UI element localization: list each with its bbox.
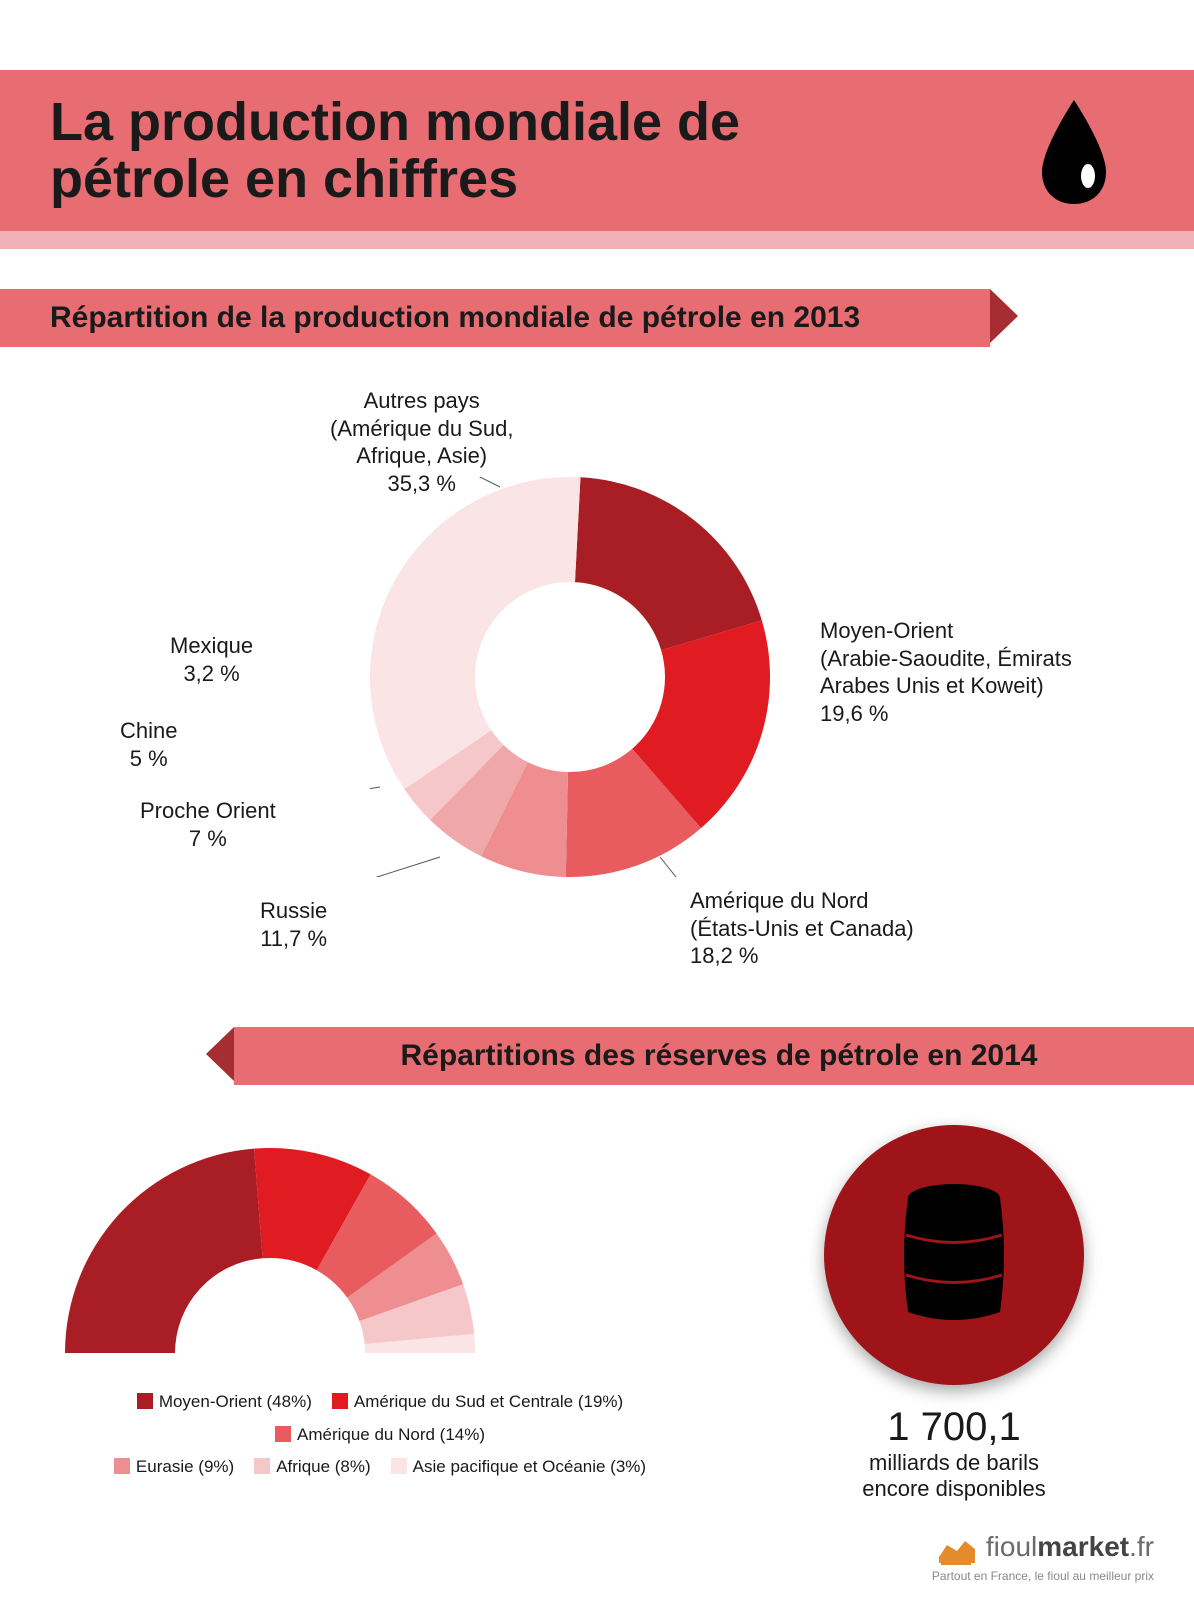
logo-tagline: Partout en France, le fioul au meilleur … [0, 1569, 1154, 1583]
legend-item-amerique_nord: Amérique du Nord (14%) [275, 1419, 485, 1451]
donut-label-autres: Autres pays(Amérique du Sud,Afrique, Asi… [330, 387, 513, 497]
legend-item-moyen_orient: Moyen-Orient (48%) [137, 1386, 312, 1418]
section-ribbon-production: Répartition de la production mondiale de… [0, 289, 990, 347]
barrel-circle [824, 1125, 1084, 1385]
section1-title: Répartition de la production mondiale de… [50, 301, 860, 334]
donut-label-proche_orient: Proche Orient7 % [140, 797, 276, 852]
logo-icon [935, 1535, 979, 1569]
reserves-legend: Moyen-Orient (48%) Amérique du Sud et Cen… [60, 1386, 700, 1483]
header-band: La production mondiale de pétrole en chi… [0, 70, 1194, 249]
donut-label-russie: Russie11,7 % [260, 897, 327, 952]
legend-item-afrique: Afrique (8%) [254, 1451, 370, 1483]
donut-label-mexique: Mexique3,2 % [170, 632, 253, 687]
barrel-caption: milliards de barils encore disponibles [774, 1450, 1134, 1501]
barrel-number: 1 700,1 [774, 1405, 1134, 1450]
donut-label-chine: Chine5 % [120, 717, 177, 772]
barrel-icon [894, 1180, 1014, 1330]
half-donut-chart [60, 1143, 480, 1363]
half-donut-block: Moyen-Orient (48%) Amérique du Sud et Cen… [60, 1143, 700, 1483]
legend-item-amerique_sud_centrale: Amérique du Sud et Centrale (19%) [332, 1386, 623, 1418]
logo-text: fioulmarket.fr [986, 1531, 1154, 1562]
barrel-stat-block: 1 700,1 milliards de barils encore dispo… [774, 1125, 1134, 1501]
page-title: La production mondiale de pétrole en chi… [50, 94, 900, 207]
footer-logo: fioulmarket.fr Partout en France, le fio… [0, 1521, 1194, 1613]
donut-chart-container: Moyen-Orient(Arabie-Saoudite, ÉmiratsAra… [0, 357, 1194, 997]
section-ribbon-reserves: Répartitions des réserves de pétrole en … [234, 1027, 1194, 1085]
donut-chart [370, 477, 770, 877]
donut-slice-moyen_orient [575, 478, 762, 651]
oil-drop-icon [1034, 96, 1114, 206]
reserves-row: Moyen-Orient (48%) Amérique du Sud et Cen… [0, 1085, 1194, 1521]
legend-item-asie_pacifique: Asie pacifique et Océanie (3%) [391, 1451, 646, 1483]
donut-label-amerique_nord: Amérique du Nord(États-Unis et Canada)18… [690, 887, 914, 970]
section2-title: Répartitions des réserves de pétrole en … [401, 1039, 1038, 1072]
half-slice-moyen_orient [65, 1149, 263, 1353]
donut-label-moyen_orient: Moyen-Orient(Arabie-Saoudite, ÉmiratsAra… [820, 617, 1072, 727]
legend-item-eurasie: Eurasie (9%) [114, 1451, 234, 1483]
